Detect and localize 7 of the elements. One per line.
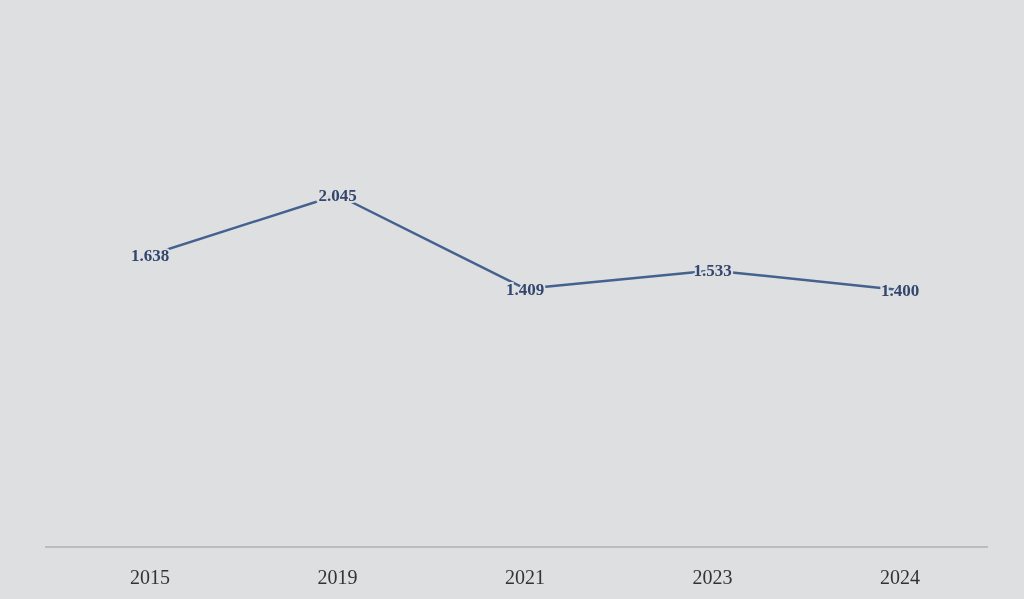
x-tick-label: 2021 — [505, 566, 545, 588]
data-label: 1.400 — [880, 281, 920, 300]
x-tick-label: 2024 — [880, 566, 920, 588]
x-tick-label: 2015 — [130, 566, 170, 588]
x-tick-label: 2023 — [692, 566, 733, 588]
data-label: 1.638 — [130, 245, 170, 265]
x-tick-label: 2019 — [317, 566, 358, 588]
